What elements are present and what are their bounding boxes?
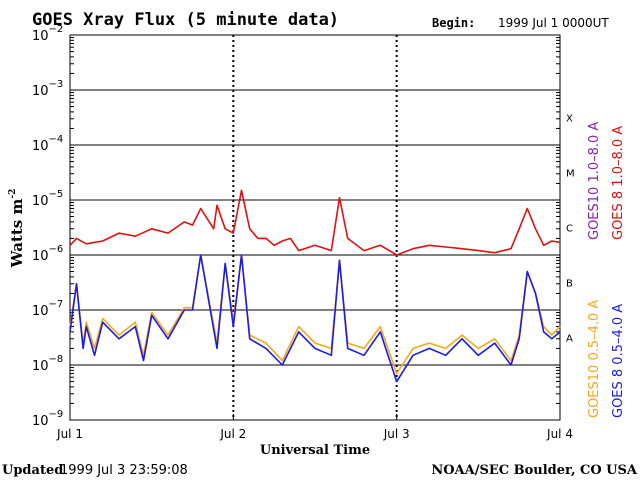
series-line: [69, 254, 561, 375]
legend-entry: GOES10 0.5–4.0 A: [587, 300, 602, 418]
y-tick-label: 10−8: [32, 354, 63, 374]
legend: GOES10 1.0–8.0 A GOES 8 1.0–8.0 A GOES10 0…: [587, 122, 626, 418]
begin-label: Begin:: [432, 16, 475, 30]
flare-class-label: C: [566, 224, 573, 235]
x-axis-label: Universal Time: [260, 443, 370, 458]
flare-class-label: M: [566, 169, 575, 180]
y-tick-label: 10−7: [32, 299, 63, 319]
plot-frame: [69, 34, 561, 421]
flare-class-label: B: [566, 279, 573, 290]
legend-entry: GOES 8 1.0–8.0 A: [611, 126, 626, 240]
legend-entry: GOES10 1.0–8.0 A: [587, 122, 602, 240]
y-tick-label: 10−6: [32, 244, 63, 264]
flare-class-label: X: [566, 114, 573, 125]
series-lines: [69, 189, 561, 383]
x-tick-labels: Jul 1 Jul 2 Jul 3 Jul 4: [56, 414, 573, 441]
legend-entry: GOES 8 0.5–4.0 A: [611, 304, 626, 418]
x-tick-label: Jul 4: [546, 427, 573, 441]
updated-label: Updated: [2, 463, 63, 478]
svg-text:Watts m-2: Watts m-2: [8, 189, 26, 269]
x-tick-label: Jul 1: [56, 427, 83, 441]
y-tick-label: 10−3: [32, 79, 63, 99]
day-dividers: [232, 35, 398, 420]
flare-class-labels: X M C B A: [566, 114, 575, 345]
flare-class-label: A: [566, 334, 573, 345]
chart-title: GOES Xray Flux (5 minute data): [32, 10, 339, 30]
series-line: [69, 254, 561, 383]
grid-lines: [70, 34, 560, 421]
begin-value: 1999 Jul 1 0000UT: [498, 16, 609, 30]
y-tick-label: 10−5: [32, 189, 63, 209]
credit: NOAA/SEC Boulder, CO USA: [431, 463, 638, 478]
y-tick-label: 10−2: [32, 24, 63, 44]
x-tick-label: Jul 3: [383, 427, 410, 441]
y-axis-label: Watts m-2: [8, 189, 26, 269]
x-tick-label: Jul 2: [219, 427, 246, 441]
y-tick-label: 10−4: [32, 134, 63, 154]
y-tick-labels: 10−2 10−3 10−4 10−5 10−6 10−7 10−8 10−9: [32, 24, 63, 429]
updated-value: 1999 Jul 3 23:59:08: [60, 463, 188, 478]
series-line: [69, 189, 561, 256]
y-tick-label: 10−9: [32, 409, 63, 429]
